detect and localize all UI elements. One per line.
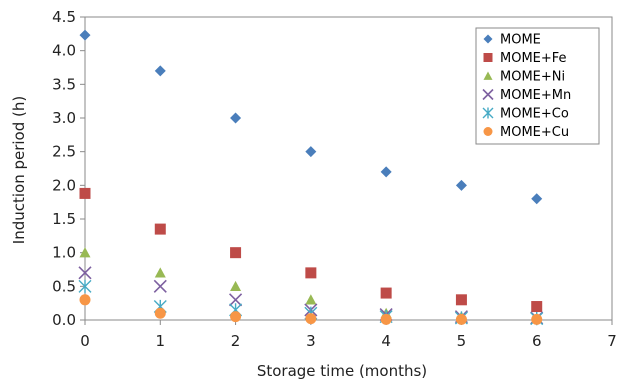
series-mome-fe	[79, 187, 543, 313]
y-tick-label: 4.5	[52, 8, 76, 26]
y-tick-label: 0.0	[52, 311, 76, 329]
x-tick-label: 1	[156, 332, 166, 350]
data-point	[305, 146, 317, 158]
legend-marker	[483, 34, 493, 44]
x-tick-label: 3	[306, 332, 316, 350]
data-point	[230, 247, 242, 259]
data-point	[455, 179, 467, 191]
data-point	[229, 293, 243, 307]
y-tick-label: 0.5	[52, 277, 76, 295]
x-tick-label: 7	[607, 332, 617, 350]
data-point	[78, 266, 92, 280]
series-mome	[79, 29, 543, 205]
legend-marker	[483, 127, 493, 136]
data-point	[153, 279, 167, 293]
y-tick-label: 1.0	[52, 244, 76, 262]
axes: 0.0 0.5 1.0 1.5 2.0 2.5 3.0 3.5 4.0 4.5 0 1 2 3 4 5 6 7	[52, 8, 617, 350]
data-point	[531, 193, 543, 205]
data-point	[78, 279, 92, 293]
data-point	[79, 29, 91, 41]
data-point	[154, 65, 166, 77]
legend-label: MOME+Mn	[500, 88, 571, 103]
data-point	[305, 313, 317, 325]
legend-marker	[482, 88, 494, 101]
y-tick-label: 4.0	[52, 42, 76, 60]
y-tick-label: 1.5	[52, 210, 76, 228]
x-tick-label: 2	[231, 332, 241, 350]
data-point	[79, 187, 91, 199]
plot-area-frame	[84, 16, 613, 321]
legend-item: MOME+Co	[482, 107, 569, 122]
legend-label: MOME+Fe	[500, 51, 567, 66]
data-point	[154, 307, 166, 319]
legend-item: MOME+Ni	[483, 70, 565, 85]
x-tick-label: 4	[381, 332, 391, 350]
data-point	[455, 313, 467, 325]
legend-label: MOME+Ni	[500, 70, 565, 85]
data-point	[380, 313, 392, 325]
series-mome-cu	[79, 294, 543, 325]
legend-item: MOME+Fe	[483, 51, 567, 66]
data-point	[230, 280, 242, 292]
data-point	[380, 166, 392, 178]
legend-marker	[483, 71, 493, 80]
legend-item: MOME+Cu	[483, 125, 569, 140]
data-point	[79, 294, 91, 306]
y-tick-label: 3.5	[52, 75, 76, 93]
data-point	[305, 294, 317, 305]
data-point	[79, 247, 91, 258]
legend-label: MOME+Cu	[500, 125, 569, 140]
data-point	[455, 294, 467, 306]
data-point	[531, 313, 543, 325]
legend-label: MOME	[500, 33, 541, 48]
data-point	[230, 112, 242, 124]
y-tick-label: 2.0	[52, 176, 76, 194]
x-tick-label: 5	[457, 332, 467, 350]
data-point	[154, 267, 166, 278]
data-point	[305, 267, 317, 279]
y-tick-label: 3.0	[52, 109, 76, 127]
legend-label: MOME+Co	[500, 107, 569, 122]
legend-box	[475, 27, 600, 145]
data-point	[230, 311, 242, 323]
legend-item: MOME	[483, 33, 541, 48]
x-tick-label: 0	[80, 332, 90, 350]
y-axis-title: Induction period (h)	[10, 96, 28, 244]
legend: MOME MOME+Fe MOME+Ni MOME+Mn MOME+Co MOME+Cu	[475, 27, 600, 145]
x-tick-label: 6	[532, 332, 542, 350]
data-points	[78, 29, 544, 326]
data-point	[531, 301, 543, 313]
legend-item: MOME+Mn	[482, 88, 571, 103]
y-tick-label: 2.5	[52, 143, 76, 161]
data-point	[154, 223, 166, 235]
legend-marker	[483, 53, 493, 62]
x-axis-title: Storage time (months)	[257, 362, 427, 380]
data-point	[380, 287, 392, 299]
legend-marker	[482, 107, 494, 119]
